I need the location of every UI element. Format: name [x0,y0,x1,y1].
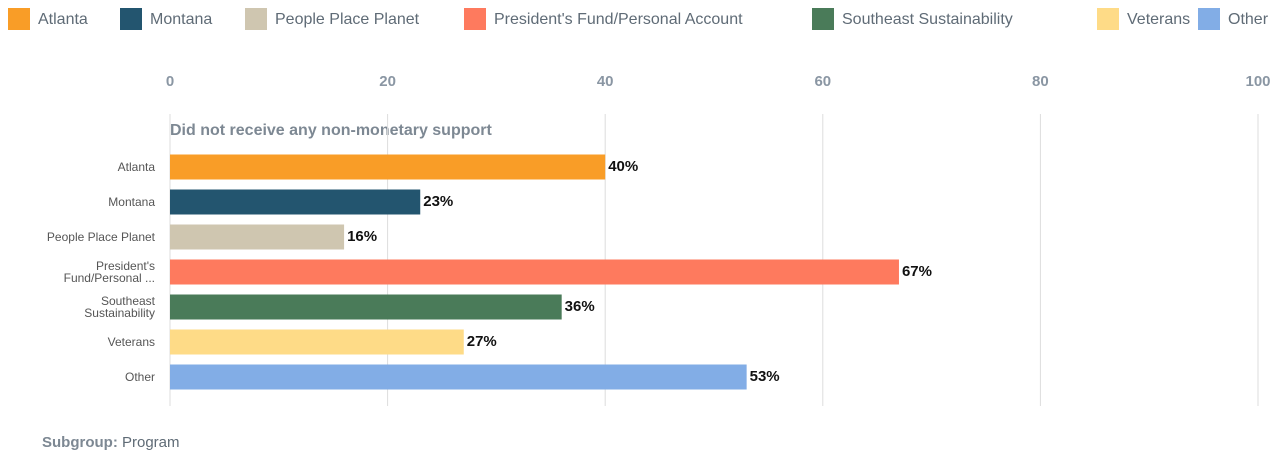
value-label: 36% [565,298,595,315]
legend-label: Veterans [1127,11,1190,28]
legend-swatch [812,8,834,30]
y-tick-label: President's Fund/Personal ... [63,259,155,285]
bar [170,329,464,355]
legend-swatch [8,8,30,30]
bar [170,364,747,390]
value-label: 67% [902,263,932,280]
subgroup-label: Subgroup: [42,434,118,451]
legend-label: People Place Planet [275,11,420,28]
y-tick-label: People Place Planet [46,230,155,244]
value-label: 40% [608,158,638,175]
x-tick-label: 60 [814,73,831,90]
legend-label: Other [1228,11,1269,28]
x-tick-label: 100 [1245,73,1270,90]
y-tick-label: Other [124,370,155,384]
y-tick-label: Veterans [107,335,155,349]
legend-swatch [245,8,267,30]
value-label: 53% [750,368,780,385]
bar [170,224,345,250]
legend-label: Montana [150,11,212,28]
value-label: 27% [467,333,497,350]
x-tick-label: 0 [166,73,174,90]
subgroup-value: Program [122,434,180,451]
y-tick-label: Southeast Sustainability [84,294,155,320]
legend-swatch [120,8,142,30]
bar [170,154,606,180]
legend-label: President's Fund/Personal Account [494,11,743,28]
value-label: 16% [347,228,377,245]
bar [170,294,562,320]
bar [170,259,899,285]
x-tick-label: 20 [379,73,396,90]
group-title: Did not receive any non-monetary support [170,122,493,139]
legend-swatch [1097,8,1119,30]
legend-label: Southeast Sustainability [842,11,1013,28]
bar [170,189,421,215]
x-tick-label: 40 [597,73,614,90]
legend-swatch [1198,8,1220,30]
footer: Subgroup: Program [42,434,180,451]
y-tick-label: Montana [108,195,155,209]
legend-swatch [464,8,486,30]
x-tick-label: 80 [1032,73,1049,90]
y-tick-label: Atlanta [117,160,155,174]
value-label: 23% [423,193,453,210]
legend-label: Atlanta [38,11,88,28]
